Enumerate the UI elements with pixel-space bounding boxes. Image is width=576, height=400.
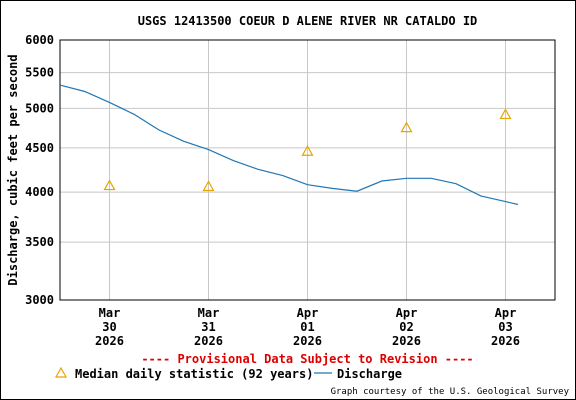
x-tick-label: 03 — [498, 320, 512, 334]
x-tick-label: 2026 — [95, 334, 124, 348]
x-tick-label: 2026 — [293, 334, 322, 348]
x-tick-label: Apr — [495, 306, 517, 320]
x-tick-label: 2026 — [194, 334, 223, 348]
median-marker — [202, 180, 215, 192]
x-tick-label: 31 — [201, 320, 215, 334]
legend-discharge-label: Discharge — [337, 367, 402, 381]
x-tick-label: 02 — [399, 320, 413, 334]
chart-title: USGS 12413500 COEUR D ALENE RIVER NR CAT… — [138, 14, 478, 28]
credit-text: Graph courtesy of the U.S. Geological Su… — [331, 387, 570, 397]
x-tick-label: 30 — [102, 320, 116, 334]
y-tick-label: 4500 — [25, 141, 54, 155]
provisional-note: ---- Provisional Data Subject to Revisio… — [141, 352, 473, 366]
x-tick-label: Apr — [297, 306, 319, 320]
x-tick-label: 2026 — [392, 334, 421, 348]
median-marker — [400, 121, 413, 133]
median-marker — [499, 108, 512, 120]
discharge-line — [59, 84, 519, 206]
median-marker — [103, 179, 116, 191]
x-tick-label: 2026 — [491, 334, 520, 348]
x-tick-label: 01 — [300, 320, 314, 334]
y-axis-label: Discharge, cubic feet per second — [6, 54, 20, 285]
legend-median-label: Median daily statistic (92 years) — [75, 367, 313, 381]
y-tick-label: 4000 — [25, 185, 54, 199]
plot-frame — [59, 39, 556, 301]
y-tick-label: 6000 — [25, 33, 54, 47]
median-marker — [301, 145, 314, 156]
legend-median-symbol — [54, 366, 68, 378]
y-tick-label: 5500 — [25, 66, 54, 80]
x-tick-label: Apr — [396, 306, 418, 320]
y-tick-label: 5000 — [25, 101, 54, 115]
x-tick-label: Mar — [198, 306, 220, 320]
y-tick-label: 3500 — [25, 235, 54, 249]
x-tick-label: Mar — [99, 306, 121, 320]
y-tick-label: 3000 — [25, 293, 54, 307]
